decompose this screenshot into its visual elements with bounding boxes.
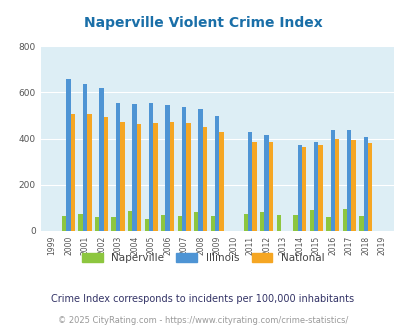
Bar — [78, 214, 83, 231]
Bar — [301, 147, 306, 231]
Bar — [165, 105, 170, 231]
Bar — [210, 216, 215, 231]
Bar — [202, 127, 207, 231]
Bar — [111, 217, 116, 231]
Text: © 2025 CityRating.com - https://www.cityrating.com/crime-statistics/: © 2025 CityRating.com - https://www.city… — [58, 316, 347, 325]
Bar — [247, 132, 252, 231]
Bar — [318, 145, 322, 231]
Bar — [215, 115, 219, 231]
Bar — [99, 88, 104, 231]
Bar — [104, 117, 108, 231]
Bar — [120, 122, 125, 231]
Bar — [325, 217, 330, 231]
Bar — [170, 121, 174, 231]
Bar — [153, 123, 158, 231]
Bar — [116, 103, 120, 231]
Bar — [128, 211, 132, 231]
Legend: Naperville, Illinois, National: Naperville, Illinois, National — [77, 249, 328, 267]
Bar — [83, 84, 87, 231]
Bar — [219, 132, 223, 231]
Bar — [362, 137, 367, 231]
Bar — [87, 115, 92, 231]
Bar — [161, 215, 165, 231]
Bar — [342, 209, 346, 231]
Bar — [62, 216, 66, 231]
Bar — [358, 216, 362, 231]
Bar — [330, 130, 334, 231]
Bar — [194, 212, 198, 231]
Bar — [313, 142, 318, 231]
Bar — [132, 104, 136, 231]
Bar — [334, 139, 339, 231]
Bar — [367, 143, 371, 231]
Bar — [252, 142, 256, 231]
Bar — [268, 142, 273, 231]
Text: Naperville Violent Crime Index: Naperville Violent Crime Index — [83, 16, 322, 30]
Bar — [66, 79, 71, 231]
Bar — [346, 130, 351, 231]
Bar — [292, 215, 297, 231]
Bar — [297, 145, 301, 231]
Bar — [95, 217, 99, 231]
Bar — [276, 215, 280, 231]
Bar — [186, 123, 190, 231]
Bar — [351, 140, 355, 231]
Bar — [149, 103, 153, 231]
Bar — [144, 219, 149, 231]
Bar — [177, 216, 181, 231]
Bar — [181, 107, 186, 231]
Bar — [243, 214, 247, 231]
Text: Crime Index corresponds to incidents per 100,000 inhabitants: Crime Index corresponds to incidents per… — [51, 294, 354, 304]
Bar — [71, 114, 75, 231]
Bar — [309, 210, 313, 231]
Bar — [259, 212, 264, 231]
Bar — [136, 124, 141, 231]
Bar — [264, 135, 268, 231]
Bar — [198, 109, 202, 231]
